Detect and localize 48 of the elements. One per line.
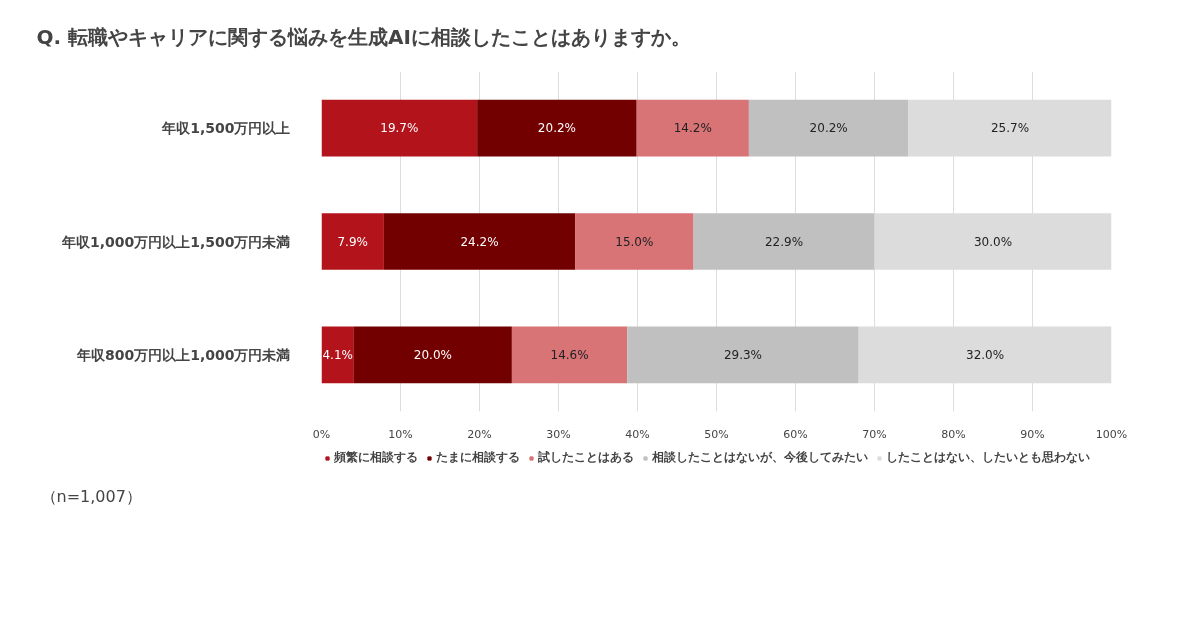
data-label: 14.2% xyxy=(673,121,712,136)
bar xyxy=(693,213,875,270)
x-tick-label: 10% xyxy=(388,427,413,441)
data-label: 19.7% xyxy=(380,121,419,136)
x-tick-label: 0% xyxy=(312,427,331,441)
y-tick-label: 年収1,000万円以上1,500万円未満 xyxy=(60,233,291,250)
data-label: 25.7% xyxy=(990,121,1030,136)
x-tick-label: 40% xyxy=(625,427,650,441)
data-label: 14.6% xyxy=(550,347,589,362)
data-label: 20.0% xyxy=(413,347,452,362)
legend-label: 試したことはある xyxy=(538,450,634,465)
data-label: 7.9% xyxy=(337,234,368,249)
bar xyxy=(321,326,354,384)
legend-label: たまに相談する xyxy=(436,450,520,465)
x-tick-label: 100% xyxy=(1095,427,1128,441)
x-tick-label: 60% xyxy=(783,427,808,441)
data-label: 20.2% xyxy=(809,121,848,136)
data-label: 20.2% xyxy=(537,121,576,136)
bar xyxy=(627,326,859,384)
bar xyxy=(321,213,384,270)
bar xyxy=(321,99,478,157)
data-label: 24.2% xyxy=(460,234,499,249)
data-label: 15.0% xyxy=(615,234,654,249)
chart-title: Q. 転職やキャリアに関する悩みを生成AIに相談したことはありますか。 xyxy=(36,25,691,49)
x-tick-label: 30% xyxy=(546,427,571,441)
data-label: 22.9% xyxy=(764,234,804,249)
bar xyxy=(748,99,909,157)
legend-label: 頻繁に相談する xyxy=(334,450,418,465)
x-tick-label: 90% xyxy=(1020,427,1045,441)
x-tick-label: 20% xyxy=(467,427,492,441)
data-label: 4.1% xyxy=(322,347,353,362)
bar xyxy=(383,213,576,270)
bar xyxy=(575,213,694,270)
y-tick-label: 年収800万円以上1,000万円未満 xyxy=(75,346,291,363)
x-tick-label: 80% xyxy=(941,427,966,441)
legend-label: したことはない、したいとも思わない xyxy=(886,450,1090,465)
y-tick-label: 年収1,500万円以上 xyxy=(161,120,291,137)
bar xyxy=(353,326,512,384)
data-label: 29.3% xyxy=(723,347,763,362)
bar xyxy=(636,99,749,157)
data-label: 30.0% xyxy=(973,234,1013,249)
x-tick-label: 70% xyxy=(862,427,887,441)
bar xyxy=(477,99,637,157)
x-tick-label: 50% xyxy=(704,427,729,441)
text: （n=1,007） xyxy=(40,486,142,506)
legend-label: 相談したことはないが、今後してみたい xyxy=(652,450,868,465)
bar xyxy=(511,326,628,384)
data-label: 32.0% xyxy=(966,347,1005,362)
